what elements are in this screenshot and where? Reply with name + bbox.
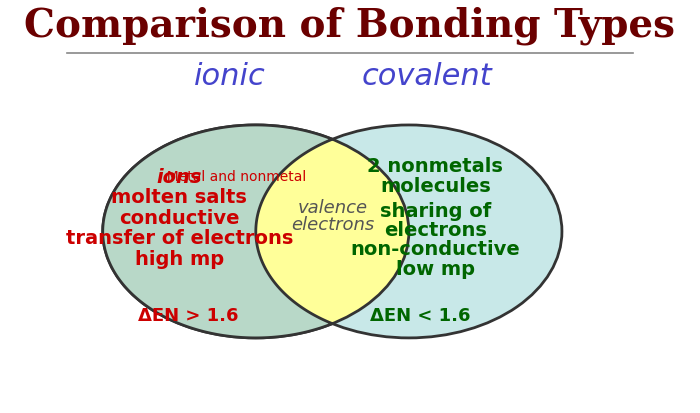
Text: electrons: electrons (384, 221, 486, 239)
Text: valence: valence (298, 198, 368, 216)
Text: Comparison of Bonding Types: Comparison of Bonding Types (25, 6, 676, 45)
Text: non-conductive: non-conductive (351, 240, 520, 259)
Text: molten salts: molten salts (111, 188, 247, 206)
Text: conductive: conductive (119, 208, 239, 227)
Text: sharing of: sharing of (379, 202, 491, 221)
Text: transfer of electrons: transfer of electrons (66, 228, 293, 247)
Text: low mp: low mp (396, 259, 475, 278)
Text: molecules: molecules (380, 176, 491, 195)
Text: electrons: electrons (290, 216, 374, 233)
Text: ΔEN < 1.6: ΔEN < 1.6 (370, 306, 471, 325)
Circle shape (103, 126, 409, 338)
Polygon shape (103, 126, 332, 338)
Text: 2 nonmetals: 2 nonmetals (368, 157, 503, 176)
Text: high mp: high mp (134, 249, 224, 268)
Text: ions: ions (157, 167, 202, 186)
Text: ΔEN > 1.6: ΔEN > 1.6 (138, 306, 239, 325)
Circle shape (256, 126, 562, 338)
Text: ionic: ionic (193, 62, 265, 91)
Text: , Metal and nonmetal: , Metal and nonmetal (158, 170, 307, 184)
Text: covalent: covalent (361, 62, 492, 91)
